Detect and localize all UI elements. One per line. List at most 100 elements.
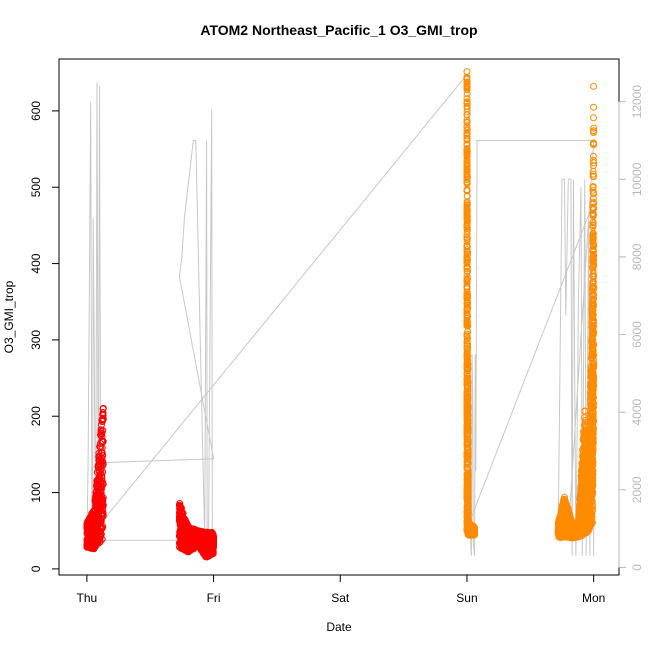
- y2-tick-label: 10000: [630, 162, 644, 196]
- data-point: [463, 111, 471, 119]
- data-point: [588, 491, 596, 499]
- x-tick-label: Fri: [207, 591, 221, 605]
- data-point: [99, 451, 107, 459]
- y-tick-label: 100: [29, 482, 43, 502]
- data-point: [464, 412, 472, 420]
- data-point: [463, 90, 471, 98]
- data-point: [464, 290, 471, 298]
- data-point: [463, 192, 471, 200]
- data-point: [464, 256, 471, 264]
- data-point: [99, 480, 107, 488]
- data-point: [463, 224, 471, 232]
- data-point: [590, 300, 597, 308]
- data-point: [464, 416, 472, 424]
- data-point: [590, 204, 598, 212]
- data-point: [589, 156, 597, 164]
- data-point: [464, 403, 472, 411]
- data-point: [590, 241, 598, 248]
- data-point: [590, 190, 598, 198]
- data-point: [590, 394, 597, 401]
- data-point: [464, 322, 472, 330]
- data-point: [210, 538, 218, 546]
- y-tick-label: 0: [29, 565, 43, 572]
- data-point: [463, 82, 471, 89]
- data-point: [464, 496, 472, 504]
- y-tick-label: 500: [29, 177, 43, 197]
- data-point: [463, 348, 471, 356]
- data-point: [589, 445, 597, 453]
- data-point: [589, 211, 597, 219]
- data-point: [589, 506, 596, 514]
- data-point: [589, 424, 597, 432]
- data-point: [589, 471, 597, 479]
- data-point: [464, 312, 471, 320]
- data-point: [464, 304, 472, 312]
- data-point: [590, 124, 598, 132]
- data-point: [463, 73, 471, 81]
- data-point: [589, 319, 597, 327]
- y-tick-label: 600: [29, 101, 43, 121]
- data-point: [463, 168, 471, 176]
- data-point: [590, 82, 598, 90]
- data-point: [463, 263, 471, 271]
- data-point: [589, 331, 597, 339]
- data-point: [590, 259, 597, 267]
- data-point: [463, 173, 471, 181]
- data-point: [463, 153, 471, 161]
- data-point: [589, 412, 597, 420]
- altitude-series: [85, 73, 596, 556]
- data-point: [99, 511, 107, 519]
- x-tick-label: Thu: [77, 591, 98, 605]
- data-point: [98, 449, 106, 457]
- data-point: [589, 501, 597, 509]
- data-point: [98, 430, 106, 438]
- data-point: [590, 114, 597, 122]
- y2-tick-label: 6000: [630, 321, 644, 348]
- data-point: [210, 535, 218, 543]
- data-point: [463, 95, 471, 103]
- data-point: [463, 136, 471, 144]
- data-point: [590, 255, 597, 263]
- data-point: [589, 173, 597, 181]
- data-point: [587, 505, 595, 513]
- data-point: [98, 535, 106, 543]
- x-axis: Thu Fri Sat Sun Mon: [77, 574, 605, 605]
- data-point: [590, 127, 598, 135]
- data-point: [464, 494, 472, 502]
- data-point: [464, 379, 472, 387]
- data-point: [589, 299, 597, 307]
- x-tick-label: Sun: [456, 591, 477, 605]
- data-point: [99, 415, 107, 423]
- data-point: [464, 352, 472, 360]
- data-point: [464, 344, 472, 352]
- data-point: [464, 268, 471, 275]
- y2-tick-label: 0: [630, 564, 644, 571]
- data-point: [589, 458, 597, 466]
- data-point: [463, 150, 471, 158]
- data-point: [588, 519, 596, 527]
- data-point: [99, 509, 107, 517]
- data-point: [464, 503, 472, 510]
- data-point: [463, 235, 471, 243]
- y-tick-label: 400: [29, 253, 43, 273]
- data-point: [464, 510, 472, 518]
- data-point: [463, 160, 471, 168]
- data-point: [99, 412, 107, 419]
- data-point: [590, 139, 598, 147]
- data-point: [590, 363, 598, 371]
- data-point: [589, 461, 597, 469]
- data-point: [589, 170, 597, 178]
- y2-tick-label: 8000: [630, 243, 644, 270]
- data-point: [590, 403, 597, 411]
- data-point: [464, 356, 472, 364]
- data-point: [463, 337, 471, 345]
- data-point: [99, 494, 107, 502]
- data-point: [589, 162, 597, 170]
- x-tick-label: Sat: [331, 591, 350, 605]
- data-point: [471, 527, 479, 535]
- data-point: [590, 291, 598, 299]
- data-point: [99, 501, 107, 509]
